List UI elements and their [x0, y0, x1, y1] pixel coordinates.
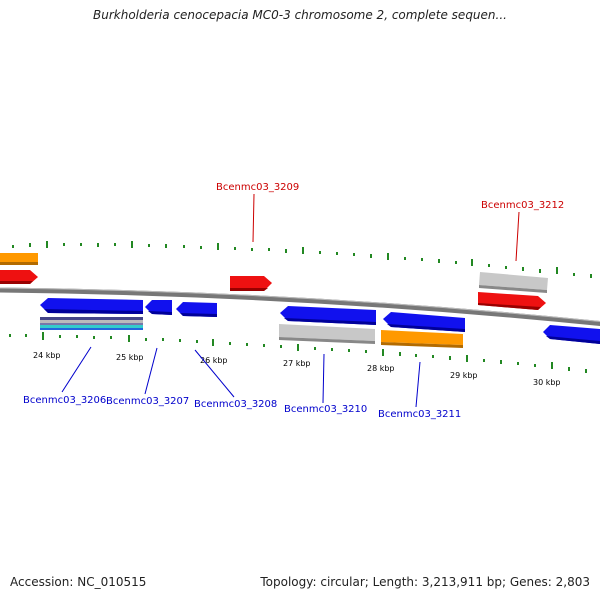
chromosome-backbone — [0, 287, 600, 327]
scale-label: 27 kbp — [283, 359, 311, 368]
blue-cds-bcenmc03-3207[interactable] — [145, 300, 172, 315]
orange-feature-left[interactable] — [0, 253, 38, 265]
gray-feature-right[interactable] — [479, 272, 548, 293]
multicolor-feature-3206[interactable] — [40, 317, 143, 330]
label-leaders — [61, 193, 520, 408]
scale-label: 26 kbp — [200, 356, 228, 365]
blue-cds-bcenmc03-3210[interactable] — [280, 306, 376, 325]
accession-text: Accession: NC_010515 — [10, 575, 147, 589]
sequence-stats: Topology: circular; Length: 3,213,911 bp… — [260, 575, 590, 589]
upper-tick-ring — [12, 241, 592, 278]
gene-label-3206[interactable]: Bcenmc03_3206 — [23, 395, 106, 406]
gene-label-3207[interactable]: Bcenmc03_3207 — [106, 396, 189, 407]
gene-label-3210[interactable]: Bcenmc03_3210 — [284, 404, 367, 415]
red-cds-bcenmc03-3212[interactable] — [478, 292, 546, 310]
gene-labels: Bcenmc03_3209 Bcenmc03_3212 Bcenmc03_320… — [23, 182, 564, 420]
gene-label-3208[interactable]: Bcenmc03_3208 — [194, 399, 277, 410]
red-cds-left[interactable] — [0, 270, 38, 284]
blue-cds-bcenmc03-3211[interactable] — [383, 312, 465, 332]
scale-label: 29 kbp — [450, 371, 478, 380]
red-cds-bcenmc03-3209[interactable] — [230, 276, 272, 291]
scale-label: 28 kbp — [367, 364, 395, 373]
blue-cds-bcenmc03-3208[interactable] — [176, 302, 217, 317]
scale-label: 25 kbp — [116, 353, 144, 362]
gene-label-3212[interactable]: Bcenmc03_3212 — [481, 200, 564, 211]
forward-features — [0, 253, 548, 310]
map-title: Burkholderia cenocepacia MC0-3 chromosom… — [93, 8, 507, 22]
lower-tick-ring — [9, 332, 587, 373]
reverse-features — [40, 298, 600, 348]
orange-feature-3211[interactable] — [381, 330, 463, 348]
scale-label: 30 kbp — [533, 378, 561, 387]
gene-label-3209[interactable]: Bcenmc03_3209 — [216, 182, 299, 193]
gene-label-3211[interactable]: Bcenmc03_3211 — [378, 409, 461, 420]
blue-cds-right[interactable] — [543, 325, 600, 344]
scale-labels: 24 kbp 25 kbp 26 kbp 27 kbp 28 kbp 29 kb… — [33, 351, 561, 387]
gray-feature-3210[interactable] — [279, 324, 375, 344]
scale-label: 24 kbp — [33, 351, 61, 360]
blue-cds-bcenmc03-3206[interactable] — [40, 298, 143, 314]
